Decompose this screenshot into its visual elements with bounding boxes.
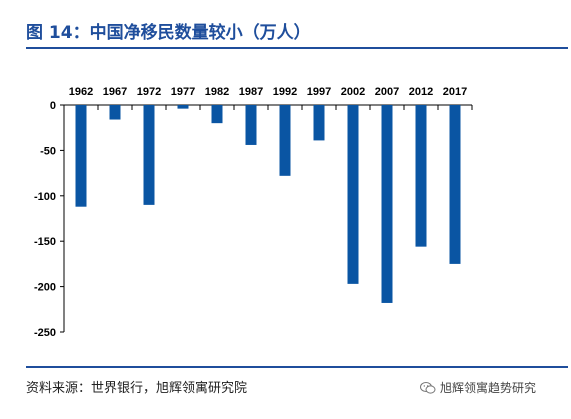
- source-note: 资料来源：世界银行，旭辉领寓研究院: [26, 381, 248, 396]
- x-tick-label: 1962: [69, 86, 93, 98]
- bar: [279, 105, 291, 176]
- x-tick-label: 2002: [341, 86, 365, 98]
- x-tick-label: 1992: [273, 86, 297, 98]
- bar: [313, 105, 325, 141]
- bar: [109, 105, 121, 120]
- bar: [347, 105, 359, 284]
- chart-title: 图 14：中国净移民数量较小（万人）: [26, 23, 311, 43]
- watermark-text: 旭辉领寓趋势研究: [440, 381, 537, 395]
- bar: [415, 105, 427, 247]
- x-tick-label: 1967: [103, 86, 127, 98]
- x-tick-label: 1982: [205, 86, 229, 98]
- y-tick-label: -150: [34, 236, 56, 248]
- footer-divider: [26, 366, 568, 368]
- y-tick-label: -250: [34, 327, 56, 339]
- x-tick-label: 2017: [443, 86, 467, 98]
- title-divider: [26, 47, 568, 49]
- y-tick-label: 0: [50, 100, 56, 112]
- bar: [245, 105, 257, 145]
- x-tick-label: 1972: [137, 86, 161, 98]
- wechat-icon: [420, 381, 436, 394]
- bar: [381, 105, 393, 303]
- y-tick-label: -200: [34, 282, 56, 294]
- y-tick-label: -100: [34, 191, 56, 203]
- x-tick-label: 2012: [409, 86, 433, 98]
- watermark: 旭辉领寓趋势研究: [420, 379, 536, 396]
- x-tick-label: 1987: [239, 86, 263, 98]
- y-tick-label: -50: [40, 145, 56, 157]
- bar: [143, 105, 155, 205]
- bar: [75, 105, 87, 207]
- x-tick-label: 1997: [307, 86, 331, 98]
- bar: [449, 105, 461, 264]
- x-tick-label: 2007: [375, 86, 399, 98]
- x-tick-label: 1977: [171, 86, 195, 98]
- bar: [177, 105, 189, 109]
- bar: [211, 105, 223, 124]
